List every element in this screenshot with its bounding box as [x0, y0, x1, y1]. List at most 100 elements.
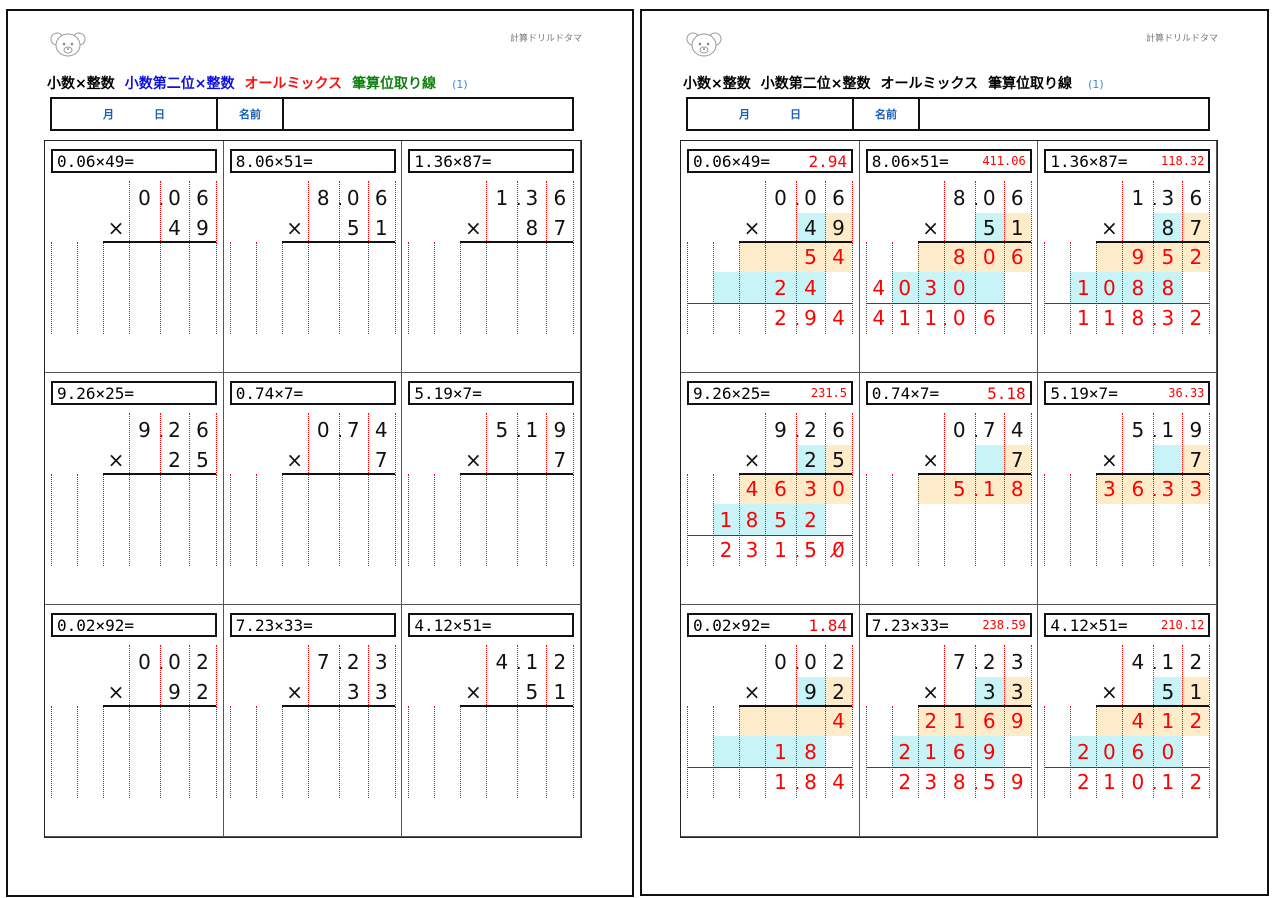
answer[interactable]: 1.84 — [808, 615, 847, 635]
place-value-guide — [1209, 181, 1211, 241]
answer[interactable]: 5.18 — [987, 383, 1026, 403]
digit-text: 3 — [1161, 306, 1175, 330]
title-part: 小数×整数 — [47, 76, 115, 92]
digit: 4 — [866, 272, 892, 303]
digit-text: 9 — [1189, 418, 1203, 442]
name-field[interactable] — [920, 99, 1208, 129]
equation-box: 8.06×51= — [229, 149, 396, 173]
digit: 5. — [944, 474, 979, 504]
answer[interactable]: 411.06 — [982, 154, 1026, 168]
place-value-guide — [216, 645, 217, 705]
place-value-guide — [1030, 706, 1032, 798]
digit-text: × — [465, 679, 482, 704]
place-value-guide — [739, 242, 740, 334]
digit: 0. — [765, 647, 800, 677]
decimal-point: . — [516, 654, 522, 673]
problem-cell: 5.19×7= 36.33 5. 1 9 × 7 3 6. 3 3 — [1038, 373, 1218, 605]
problem-grid: 0.06×49= 2.94 0. 0 6 × 4 9 5 4 2 4 2. 9 4 8.06×51= 411.0… — [680, 140, 1219, 838]
answer[interactable]: 2.94 — [808, 151, 847, 171]
place-value-guide — [394, 474, 396, 566]
place-value-guide — [1153, 474, 1155, 566]
digit-text: 6 — [1189, 186, 1203, 210]
digit: 3 — [339, 677, 368, 706]
problem-cell: 0.06×49= 2.94 0. 0 6 × 4 9 5 4 2 4 2. 9 4 — [681, 141, 860, 373]
equation: 1.36×87= — [414, 151, 492, 171]
answer[interactable]: 118.32 — [1161, 154, 1205, 168]
product-line — [460, 241, 574, 243]
place-value-guide — [974, 645, 976, 705]
times-sign: × — [739, 213, 765, 242]
digit-text: 1 — [1161, 770, 1175, 794]
digit-text: 2 — [1077, 770, 1090, 794]
digit-text: 6 — [1131, 477, 1145, 501]
decimal-point: . — [1152, 190, 1158, 209]
ones-partial-highlight — [1096, 242, 1210, 272]
name-label: 名前 — [854, 99, 920, 129]
product-line — [281, 473, 395, 475]
decimal-point: . — [337, 422, 343, 441]
digit-text: 5 — [832, 447, 845, 472]
place-value-guide — [796, 413, 797, 473]
place-value-guide — [687, 242, 688, 334]
digit-text: 1 — [924, 306, 938, 330]
digit: 6 — [546, 183, 573, 213]
digit-text: 1 — [1010, 215, 1024, 240]
place-value-guide — [367, 181, 369, 241]
sum-line — [865, 303, 1031, 304]
digit: 9 — [189, 213, 216, 242]
digit: 1 — [1004, 213, 1031, 242]
name-field[interactable] — [284, 99, 572, 129]
digit-text: 0 — [168, 650, 181, 674]
decimal-point: . — [337, 190, 343, 209]
digit-text: 7 — [1189, 215, 1203, 240]
place-value-guide — [573, 242, 575, 334]
digit-text: 5 — [1161, 679, 1175, 704]
digit-text: 6 — [832, 186, 845, 210]
digit-text: 6 — [374, 186, 388, 210]
place-value-guide — [765, 706, 766, 798]
place-value-guide — [974, 474, 976, 566]
answer[interactable]: 36.33 — [1168, 386, 1205, 400]
place-value-guide — [1030, 413, 1032, 473]
ones-partial-highlight — [917, 242, 1031, 272]
product-line — [460, 473, 574, 475]
product-line — [739, 473, 852, 475]
digit: 4 — [739, 474, 765, 504]
digit-text: 9 — [196, 215, 209, 240]
equation: 5.19×7= — [414, 383, 482, 403]
place-value-guide — [825, 645, 826, 705]
sum-line — [687, 303, 852, 304]
ones-partial-highlight — [1096, 474, 1210, 504]
digit: 8. — [944, 767, 979, 797]
digit: 3 — [368, 647, 395, 677]
decimal-point: . — [942, 310, 948, 329]
digit-text: 5 — [1161, 245, 1175, 269]
digit: 9 — [975, 736, 1004, 767]
digit: 1 — [517, 647, 546, 677]
digit-text: 4 — [1010, 418, 1024, 442]
day-label: 日 — [790, 108, 801, 121]
place-value-guide — [1209, 645, 1211, 705]
place-value-guide — [1030, 181, 1032, 241]
date-field[interactable]: 月日 — [688, 99, 854, 129]
ones-highlight — [1182, 213, 1210, 242]
times-sign: × — [103, 213, 129, 242]
place-value-guide — [917, 474, 919, 566]
digit: 7 — [1182, 213, 1209, 242]
answer[interactable]: 231.5 — [810, 386, 847, 400]
place-value-guide — [367, 645, 369, 705]
place-value-guide — [1070, 474, 1072, 566]
place-value-guide — [1096, 242, 1098, 334]
decimal-point: . — [794, 542, 800, 561]
answer[interactable]: 210.12 — [1161, 618, 1205, 632]
digit: 5 — [975, 767, 1004, 797]
digit: 2 — [1070, 767, 1096, 797]
date-field[interactable]: 月日 — [52, 99, 218, 129]
ones-partial-highlight — [917, 706, 1031, 736]
digit: 8 — [1122, 272, 1153, 303]
decimal-point: . — [516, 422, 522, 441]
place-value-guide — [160, 645, 161, 705]
answer[interactable]: 238.59 — [982, 618, 1026, 632]
place-value-guide — [517, 181, 519, 241]
digit: 2 — [1070, 736, 1096, 767]
